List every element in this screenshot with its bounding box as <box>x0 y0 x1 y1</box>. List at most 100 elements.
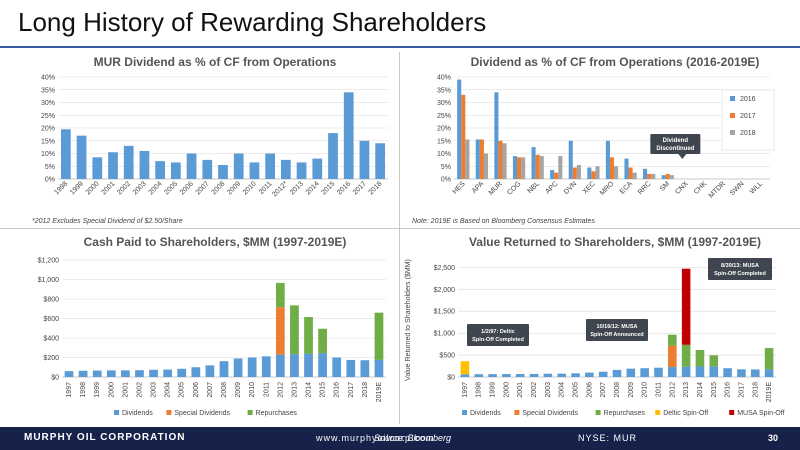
chart-title: Value Returned to Shareholders, $MM (199… <box>469 235 761 249</box>
bar <box>614 166 619 179</box>
bar <box>539 156 544 179</box>
bar <box>60 129 71 179</box>
bar-segment <box>709 355 719 367</box>
x-tick-label: 2003 <box>545 382 552 398</box>
bar-segment <box>460 361 470 375</box>
y-tick-label: $600 <box>43 316 59 323</box>
legend-swatch <box>729 410 735 415</box>
bar-segment <box>460 374 470 377</box>
annotation-line-1: 1/2/97: Deltic <box>481 329 515 335</box>
legend-swatch <box>462 410 467 415</box>
chart-value-returned: Value Returned to Shareholders, $MM (199… <box>405 235 785 417</box>
x-tick-label: 2005 <box>573 382 580 398</box>
y-tick-label: $1,000 <box>434 331 456 338</box>
x-tick-label: 2010 <box>242 180 258 196</box>
x-tick-label: 2001 <box>100 180 116 196</box>
bar <box>535 154 540 179</box>
bar-segment <box>191 367 201 377</box>
x-tick-label: 2017 <box>348 382 355 398</box>
x-tick-label: 2016 <box>725 382 732 398</box>
x-tick-label: 2003 <box>132 180 148 196</box>
bar-segment <box>764 369 774 377</box>
bar-segment <box>121 370 130 377</box>
legend-swatch <box>655 410 661 415</box>
bar-segment <box>543 373 553 377</box>
y-tick-label: $0 <box>447 375 455 382</box>
annotation-box <box>708 258 772 280</box>
x-tick-label: ECA <box>619 180 634 195</box>
annotation-line-2: Spin-Off Announced <box>590 332 643 338</box>
bar-segment <box>723 368 732 377</box>
x-tick-label: 2013 <box>291 382 298 398</box>
x-tick-label: 2016 <box>336 180 352 196</box>
y-tick-label: 10% <box>41 151 55 158</box>
y-tick-label: $0 <box>51 375 59 382</box>
x-tick-label: MUR <box>488 180 504 196</box>
bar-segment <box>275 307 285 355</box>
bar-segment <box>515 374 525 377</box>
legend-label: Special Dividends <box>522 410 578 417</box>
bar-segment <box>668 366 677 377</box>
x-tick-label: 2000 <box>85 180 101 196</box>
x-tick-label: 2006 <box>586 382 593 398</box>
y-tick-label: $1,200 <box>38 258 60 265</box>
x-tick-label: 2012 <box>277 382 284 398</box>
y-tick-label: 10% <box>437 151 451 158</box>
bar <box>92 157 103 179</box>
x-tick-label: 2009 <box>235 382 242 398</box>
bar <box>643 168 648 179</box>
legend-label: Repurchases <box>604 410 646 417</box>
x-tick-label: MTDR <box>708 180 727 199</box>
bar-segment <box>318 328 327 354</box>
bar <box>531 147 536 179</box>
bar-segment <box>290 305 299 355</box>
bar <box>494 92 499 179</box>
bar <box>521 157 526 179</box>
x-tick-label: 2008 <box>614 382 621 398</box>
bar <box>568 140 573 179</box>
y-tick-label: 0% <box>441 177 451 184</box>
y-tick-label: $200 <box>43 355 59 362</box>
callout-line-2: Discontinued <box>656 146 694 152</box>
x-tick-label: SWN <box>729 180 746 197</box>
footer-website[interactable]: www.murphyoilcorp.com <box>316 433 435 443</box>
x-tick-label: 2014 <box>305 180 321 196</box>
bar-segment <box>149 369 158 377</box>
x-tick-label: 2015 <box>320 382 327 398</box>
x-tick-label: 2009 <box>628 382 635 398</box>
bar-segment <box>219 361 229 377</box>
annotation-box <box>586 319 648 341</box>
legend-swatch <box>114 410 119 415</box>
footer-page-number: 30 <box>768 433 779 443</box>
x-tick-label: 2003 <box>151 382 158 398</box>
y-tick-label: 15% <box>437 138 451 145</box>
x-tick-label: 2004 <box>165 382 172 398</box>
bar-segment <box>233 358 243 377</box>
y-tick-label: $400 <box>43 336 59 343</box>
y-tick-label: 35% <box>41 87 55 94</box>
bar <box>108 152 118 179</box>
bar-segment <box>290 354 299 377</box>
legend-label: 2017 <box>740 113 756 120</box>
x-tick-label: SM <box>659 180 671 192</box>
x-tick-label: 2007 <box>600 382 607 398</box>
bar <box>498 140 503 179</box>
x-tick-label: 2004 <box>148 180 164 196</box>
bar-segment <box>78 370 88 377</box>
x-tick-label: 2006 <box>193 382 200 398</box>
legend-label: 2018 <box>740 130 756 137</box>
footer-bar: MURPHY OIL CORPORATION www.murphyoilcorp… <box>0 427 800 450</box>
x-tick-label: 2008 <box>210 180 226 196</box>
bar <box>632 172 637 179</box>
note-right: Note: 2019E is Based on Bloomberg Consen… <box>412 218 595 225</box>
bar-segment <box>598 371 608 377</box>
chart-title: Cash Paid to Shareholders, $MM (1997-201… <box>84 235 347 249</box>
x-tick-label: MRO <box>599 180 616 197</box>
x-tick-label: 2001 <box>122 382 129 398</box>
x-tick-label: 1998 <box>80 382 87 398</box>
x-tick-label: 1998 <box>53 180 69 196</box>
x-tick-label: 2010 <box>249 382 256 398</box>
bar-segment <box>571 373 580 377</box>
chart-title: MUR Dividend as % of CF from Operations <box>94 55 337 69</box>
x-tick-label: 2017 <box>352 180 368 196</box>
